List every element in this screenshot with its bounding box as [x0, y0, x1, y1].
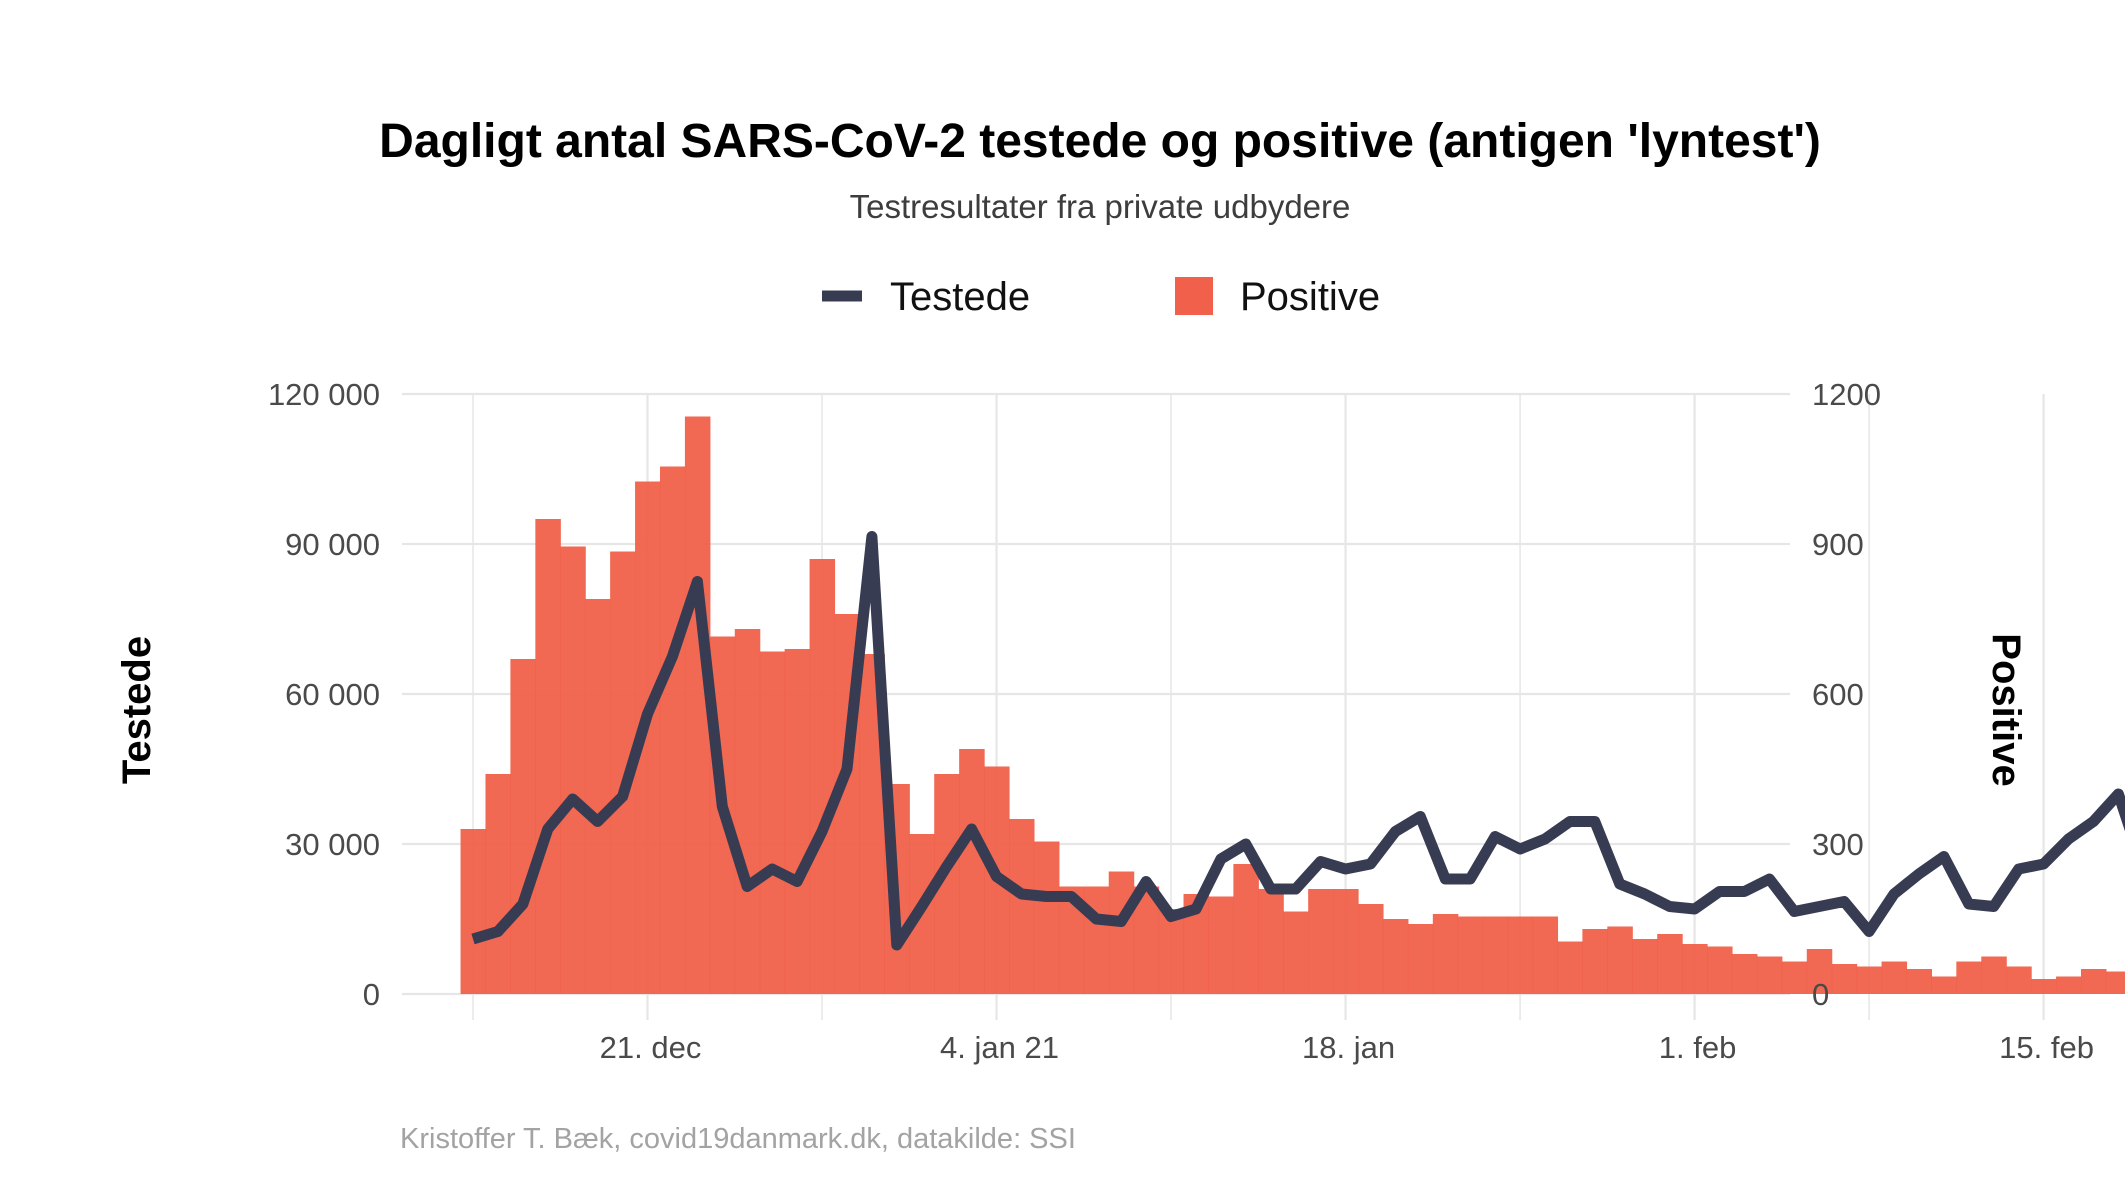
positive-bar: [1358, 904, 1384, 994]
positive-bar: [1382, 919, 1409, 994]
right-tick-label: 0: [1812, 977, 1829, 1012]
x-axis-ticks: 21. dec 4. jan 21 18. jan 1. feb 15. feb: [600, 1030, 2094, 1065]
left-tick-label: 60 000: [285, 677, 380, 712]
positive-bar: [2056, 976, 2082, 994]
positive-bar: [1532, 916, 1559, 994]
right-tick-label: 600: [1812, 677, 1864, 712]
positive-bar: [734, 629, 761, 994]
testede-line: [471, 531, 2125, 951]
positive-bar: [1233, 864, 1259, 994]
positive-bar: [1931, 976, 1957, 994]
positive-bar: [1258, 889, 1284, 994]
positive-bar: [510, 659, 536, 994]
positive-bar: [2006, 966, 2032, 994]
positive-bar: [1108, 871, 1135, 994]
positive-bar: [1308, 889, 1334, 994]
left-axis-title: Testede: [115, 636, 159, 784]
positive-bar: [1657, 934, 1683, 994]
positive-bar: [1432, 914, 1459, 994]
positive-bar: [1083, 886, 1110, 994]
positive-bar: [2031, 979, 2057, 994]
positive-bar: [1956, 961, 1982, 994]
positive-bar: [1009, 819, 1035, 994]
x-tick-label: 1. feb: [1659, 1030, 1737, 1065]
positive-bar: [1158, 909, 1185, 994]
positive-bar: [2105, 971, 2125, 994]
positive-bar: [1731, 954, 1758, 994]
positive-bar: [1582, 929, 1608, 994]
chart-title: Dagligt antal SARS-CoV-2 testede og posi…: [379, 115, 1821, 168]
positive-bar: [1557, 941, 1583, 994]
legend-testede-label: Testede: [890, 275, 1030, 319]
chart-caption: Kristoffer T. Bæk, covid19danmark.dk, da…: [400, 1123, 1076, 1155]
positive-bar: [1482, 916, 1509, 994]
right-axis-ticks: 0 300 600 900 1200: [1812, 377, 1881, 1012]
positive-bar: [784, 649, 811, 994]
legend-positive-swatch: [1175, 277, 1213, 315]
x-tick-label: 15. feb: [1999, 1030, 2094, 1065]
positive-bar: [1507, 916, 1534, 994]
right-tick-label: 900: [1812, 527, 1864, 562]
positive-bar: [1457, 916, 1484, 994]
right-axis-title: Positive: [1984, 633, 2028, 786]
x-tick-label: 18. jan: [1302, 1030, 1395, 1065]
x-tick-label: 21. dec: [600, 1030, 702, 1065]
positive-bar: [2081, 969, 2107, 994]
left-tick-label: 90 000: [285, 527, 380, 562]
positive-bar: [1407, 924, 1434, 994]
positive-bar: [1831, 964, 1858, 994]
positive-bar: [1806, 949, 1833, 994]
positive-bar: [485, 774, 511, 994]
left-tick-label: 120 000: [268, 377, 380, 412]
positive-bar: [560, 546, 586, 994]
right-tick-label: 300: [1812, 827, 1864, 862]
right-tick-label: 1200: [1812, 377, 1881, 412]
positive-bar: [1033, 841, 1060, 994]
positive-bar: [1756, 956, 1783, 994]
positive-bar: [659, 466, 686, 994]
positive-bar: [809, 559, 836, 994]
legend-positive-label: Positive: [1240, 275, 1380, 319]
chart-subtitle: Testresultater fra private udbydere: [850, 188, 1351, 225]
positive-bar: [1333, 889, 1359, 994]
positive-bar: [535, 519, 561, 994]
positive-bars: [460, 416, 2125, 994]
legend: Testede Positive: [822, 275, 1380, 319]
x-tick-label: 4. jan 21: [940, 1030, 1059, 1065]
testede-line-layer: [471, 531, 2125, 951]
left-tick-label: 0: [363, 977, 380, 1012]
positive-bar: [460, 829, 487, 994]
positive-bar: [1781, 961, 1808, 994]
positive-bar: [1682, 944, 1708, 994]
positive-bar: [1856, 966, 1883, 994]
positive-bar: [1283, 911, 1309, 994]
positive-bar: [1906, 969, 1932, 994]
positive-bar: [585, 599, 611, 994]
positive-bar: [759, 651, 786, 994]
positive-bar: [959, 749, 985, 994]
left-tick-label: 30 000: [285, 827, 380, 862]
positive-bar: [1208, 896, 1234, 994]
positive-bar: [1707, 946, 1733, 994]
positive-bar: [1981, 956, 2007, 994]
positive-bar: [1881, 961, 1908, 994]
positive-bar: [1632, 939, 1658, 994]
positive-bar: [1607, 926, 1633, 994]
left-axis-ticks: 0 30 000 60 000 90 000 120 000: [268, 377, 380, 1012]
